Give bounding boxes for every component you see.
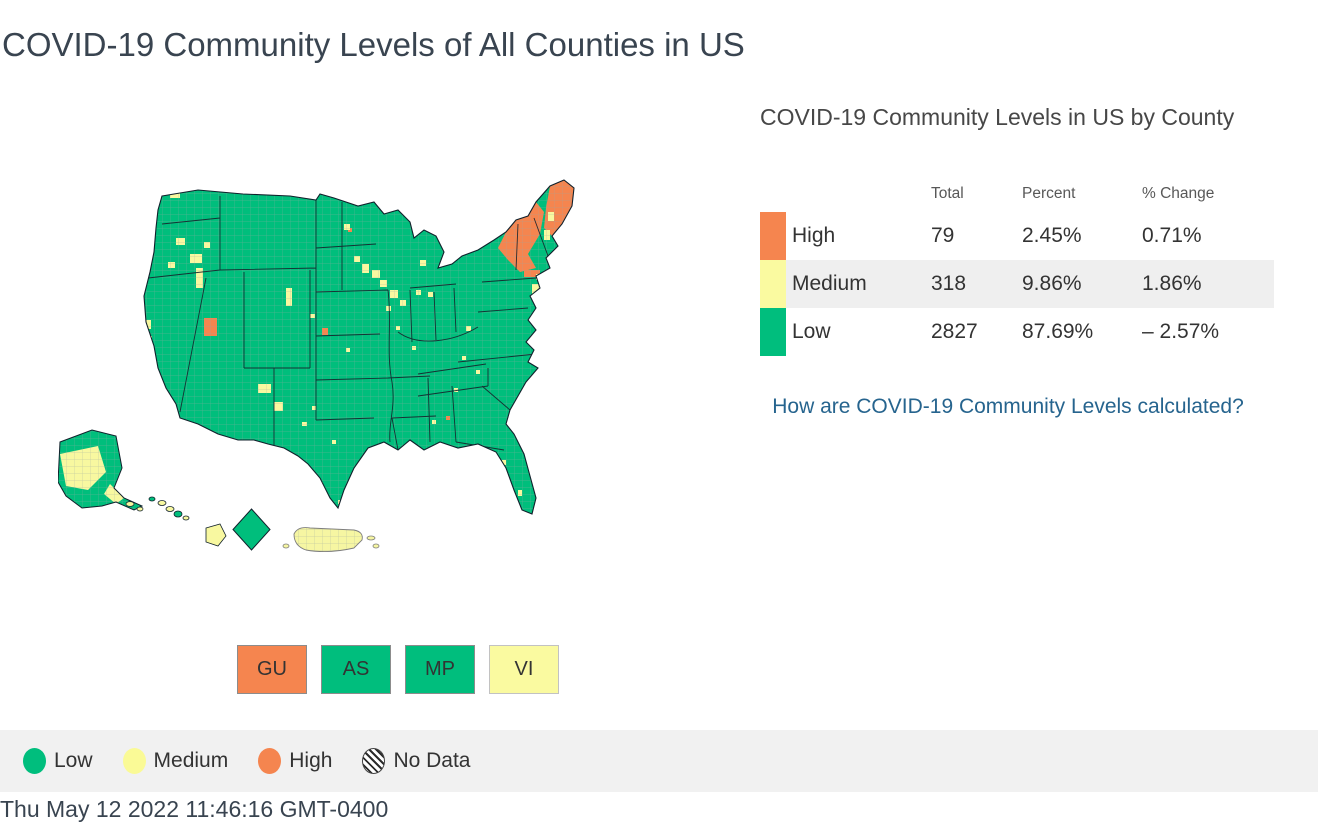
table-row-medium: Medium 318 9.86% 1.86%	[760, 260, 1274, 308]
low-total-value: 2827	[931, 320, 978, 343]
low-legend-dot-icon	[23, 748, 46, 774]
high-swatch-icon	[760, 212, 786, 260]
map-legend: Low Medium High No Data	[0, 730, 1318, 792]
us-map-svg[interactable]	[58, 172, 678, 572]
high-legend-dot-icon	[258, 748, 282, 774]
table-row-low: Low 2827 87.69% – 2.57%	[760, 308, 1274, 356]
legend-label-low: Low	[54, 749, 93, 772]
column-header-percent: Percent	[1022, 185, 1076, 202]
column-header-total: Total	[931, 185, 964, 202]
legend-label-high: High	[289, 749, 333, 772]
page-title: COVID-19 Community Levels of All Countie…	[2, 26, 745, 64]
legend-item-no-data: No Data	[362, 748, 470, 774]
panel-title: COVID-19 Community Levels in US by Count…	[760, 104, 1235, 130]
medium-legend-dot-icon	[122, 748, 146, 774]
column-header-change: % Change	[1142, 185, 1215, 202]
how-calculated-link[interactable]: How are COVID-19 Community Levels calcul…	[772, 395, 1244, 418]
legend-label-no-data: No Data	[393, 749, 471, 772]
data-timestamp: Thu May 12 2022 11:46:16 GMT-0400	[0, 796, 389, 822]
legend-label-medium: Medium	[153, 749, 229, 772]
medium-total-value: 318	[931, 260, 1022, 308]
territory-label-as: AS	[342, 658, 370, 680]
low-change-value: – 2.57%	[1142, 320, 1220, 343]
medium-change-value: 1.86%	[1142, 260, 1274, 308]
legend-item-high: High	[258, 748, 332, 774]
community-levels-table: Total Percent % Change High 79 2.45% 0.7…	[760, 176, 1274, 356]
high-change-value: 0.71%	[1142, 224, 1202, 247]
territory-label-gu: GU	[257, 658, 287, 680]
row-label-low: Low	[792, 320, 831, 343]
low-percent-value: 87.69%	[1022, 320, 1094, 343]
table-header-row: Total Percent % Change	[760, 176, 1274, 212]
medium-swatch-icon	[760, 260, 786, 308]
no-data-hatch-icon	[362, 748, 386, 774]
territory-label-mp: MP	[425, 658, 455, 680]
territory-box-mp[interactable]: MP	[405, 645, 475, 694]
territory-boxes: GU AS MP VI	[237, 645, 559, 694]
table-row-high: High 79 2.45% 0.71%	[760, 212, 1274, 260]
territory-box-vi[interactable]: VI	[489, 645, 559, 694]
territory-box-as[interactable]: AS	[321, 645, 391, 694]
row-label-high: High	[792, 224, 836, 247]
low-swatch-icon	[760, 308, 786, 356]
legend-item-low: Low	[23, 748, 93, 774]
row-label-medium: Medium	[786, 260, 931, 308]
high-percent-value: 2.45%	[1022, 224, 1082, 247]
territory-box-gu[interactable]: GU	[237, 645, 307, 694]
legend-item-medium: Medium	[122, 748, 229, 774]
high-total-value: 79	[931, 224, 955, 247]
medium-percent-value: 9.86%	[1022, 260, 1142, 308]
territory-label-vi: VI	[514, 658, 534, 680]
us-county-choropleth-map[interactable]	[58, 172, 678, 572]
